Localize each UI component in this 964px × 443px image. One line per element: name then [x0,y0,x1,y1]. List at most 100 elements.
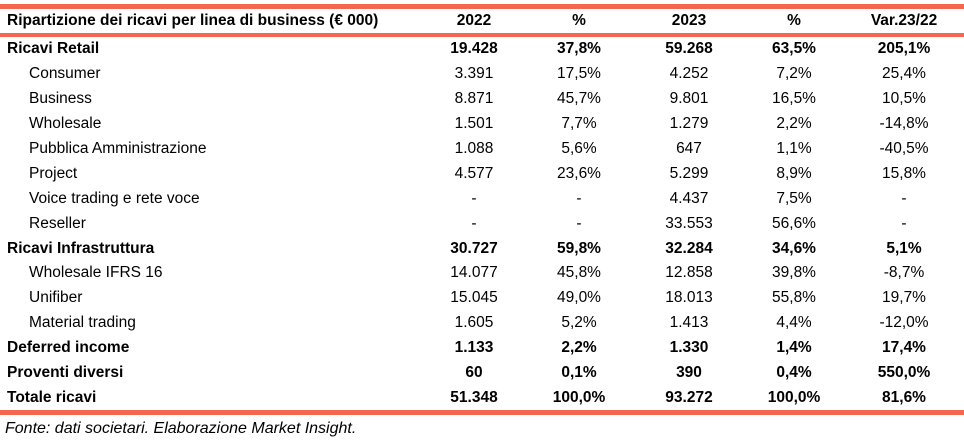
row-value: 1.501 [454,115,494,133]
row-value: 550,0% [877,364,931,382]
table-row: Ricavi Infrastruttura 30.727 59,8% 32.284 34… [0,236,964,261]
row-label: Reseller [29,214,86,232]
row-value: 60 [465,364,483,382]
table-row: Material trading 1.605 5,2% 1.413 4,4% -12,0% [0,311,964,336]
table-row: Reseller - - 33.553 56,6% - [0,211,964,236]
row-value: 10,5% [882,90,926,108]
row-value: 49,0% [557,289,601,307]
row-value: 0,1% [561,364,597,382]
row-label: Wholesale IFRS 16 [29,264,163,282]
table-row: Wholesale 1.501 7,7% 1.279 2,2% -14,8% [0,112,964,137]
table-row: Ricavi Retail 19.428 37,8% 59.268 63,5% 205,1… [0,37,964,62]
row-label: Ricavi Infrastruttura [7,239,155,257]
row-value: 45,8% [557,264,601,282]
row-value: 39,8% [772,264,816,282]
column-header: 2023 [671,12,707,29]
table-row: Consumer 3.391 17,5% 4.252 7,2% 25,4% [0,62,964,87]
row-value: - [471,189,477,207]
table-rows: Ricavi Retail 19.428 37,8% 59.268 63,5% 205,1… [0,37,964,410]
row-value: 34,6% [772,239,816,257]
row-label: Material trading [29,314,136,332]
row-value: 7,2% [776,65,812,83]
row-value: 4,4% [776,314,812,332]
row-value: - [901,189,907,207]
header-rule-divider [0,33,964,37]
source-note: Fonte: dati societari. Elaborazione Mark… [5,420,357,438]
row-value: 5,1% [886,239,922,257]
row-value: 1.413 [669,314,709,332]
row-value: 4.252 [669,65,709,83]
row-label: Project [29,164,78,182]
row-value: 81,6% [882,388,926,406]
table-header-row: Ripartizione dei ricavi per linea di bus… [0,9,964,33]
row-value: 19.428 [450,40,498,58]
row-value: 3.391 [454,65,494,83]
row-value: 647 [676,140,702,157]
row-value: 51.348 [450,388,498,406]
row-value: 14.077 [450,264,498,282]
row-value: 1.605 [454,314,494,332]
table-row: Unifiber 15.045 49,0% 18.013 55,8% 19,7% [0,286,964,311]
row-value: 37,8% [557,40,601,58]
column-header: % [572,12,586,29]
top-rule-divider [0,4,964,9]
table-row: Totale ricavi 51.348 100,0% 93.272 100,0% 81,… [0,385,964,410]
row-value: -12,0% [879,314,929,332]
row-value: -8,7% [883,264,925,282]
table-row: Project 4.577 23,6% 5.299 8,9% 15,8% [0,161,964,186]
row-value: 100,0% [767,388,821,406]
table-row: Proventi diversi 60 0,1% 390 0,4% 550,0% [0,361,964,386]
row-value: -14,8% [879,115,929,133]
row-value: 1.088 [454,140,494,157]
row-value: 12.858 [665,264,713,282]
row-value: 5,6% [561,140,597,157]
row-value: 205,1% [877,40,931,58]
row-value: - [471,214,477,232]
row-value: 59,8% [557,239,601,257]
table-row: Wholesale IFRS 16 14.077 45,8% 12.858 39,8% -… [0,261,964,286]
row-label: Proventi diversi [7,364,124,382]
row-value: 55,8% [772,289,816,307]
row-value: -40,5% [879,140,929,157]
row-value: 93.272 [665,388,713,406]
row-label: Business [29,90,92,108]
row-value: 2,2% [776,115,812,133]
row-value: 8.871 [454,90,494,108]
row-label: Unifiber [29,289,83,307]
row-value: 45,7% [557,90,601,108]
row-value: 25,4% [882,65,926,83]
row-value: 0,4% [776,364,812,382]
row-value: 56,6% [772,214,816,232]
row-value: 1.133 [454,339,494,357]
row-value: 5.299 [669,164,709,182]
row-value: 1.330 [669,339,709,357]
row-value: 32.284 [665,239,713,257]
row-value: 15,8% [882,164,926,182]
row-value: 1.279 [669,115,709,133]
row-value: 390 [676,364,702,382]
row-label: Voice trading e rete voce [29,189,200,207]
row-label: Pubblica Amministrazione [29,140,207,157]
row-label: Consumer [29,65,101,83]
row-value: 16,5% [772,90,816,108]
row-value: 9.801 [669,90,709,108]
row-value: 2,2% [561,339,597,357]
row-value: 17,4% [882,339,926,357]
row-value: 33.553 [665,214,713,232]
table-row: Deferred income 1.133 2,2% 1.330 1,4% 17,4% [0,336,964,361]
table-row: Pubblica Amministrazione 1.088 5,6% 647 1,1%… [0,137,964,162]
row-label: Wholesale [29,115,102,133]
column-header: Var.23/22 [870,12,938,29]
table-row: Voice trading e rete voce - - 4.437 7,5% - [0,186,964,211]
row-value: - [576,214,582,232]
row-value: 1,4% [776,339,812,357]
row-value: 5,2% [561,314,597,332]
row-value: 4.577 [454,164,494,182]
row-value: 17,5% [557,65,601,83]
row-value: - [901,214,907,232]
row-value: 7,5% [776,189,812,207]
table-title: Ripartizione dei ricavi per linea di bus… [7,12,379,29]
row-value: 100,0% [552,388,606,406]
row-value: 8,9% [776,164,812,182]
